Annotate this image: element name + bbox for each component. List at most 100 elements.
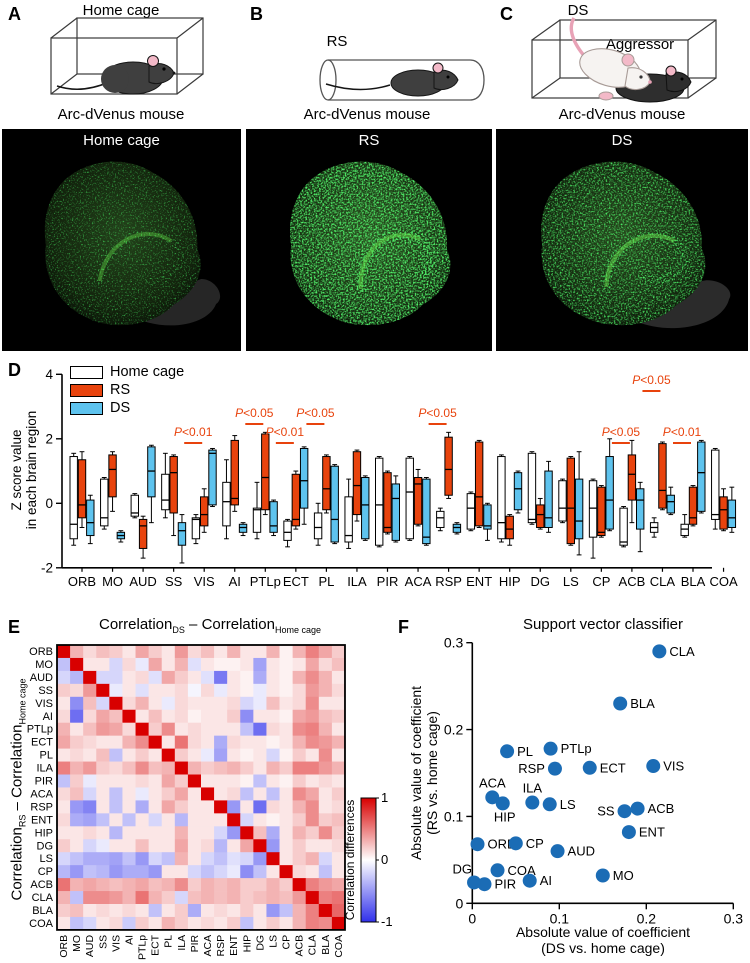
heatmap-cell <box>148 645 163 659</box>
heatmap-cell <box>279 865 294 879</box>
heatmap-cell <box>109 787 123 801</box>
heatmap-cell <box>109 891 123 905</box>
heatmap-cell <box>318 865 333 879</box>
heatmap-row-label: MO <box>35 659 53 671</box>
heatmap-cell <box>148 683 163 698</box>
heatmap-cell <box>279 683 294 698</box>
heatmap-cell <box>70 787 84 801</box>
box-RS <box>505 515 514 540</box>
heatmap-cell <box>148 709 163 724</box>
heatmap-cell <box>253 670 267 685</box>
heatmap-cell <box>292 748 307 762</box>
heatmap-cell <box>200 800 215 814</box>
heatmap-cell <box>122 709 136 724</box>
heatmap-row-label: DG <box>37 840 54 852</box>
heatmap-col-label: RSP <box>215 935 227 957</box>
heatmap-cell <box>57 735 71 749</box>
heatmap-cell <box>305 670 320 685</box>
heatmap-cell <box>227 683 241 698</box>
heatmap-cell <box>318 761 333 775</box>
box-DS <box>697 441 706 512</box>
heatmap-cell <box>318 748 333 762</box>
heatmap-cell <box>70 670 84 685</box>
heatmap-cell <box>148 722 163 737</box>
data-point-label-DG: DG <box>453 861 473 876</box>
legend-label-home-cage: Home cage <box>110 364 185 380</box>
pvalue-annotation-PL: P<0.05 <box>296 406 335 420</box>
heatmap-cell <box>331 852 346 866</box>
panel-b-caption: Arc-dVenus mouse <box>303 106 431 123</box>
region-label: AI <box>229 574 241 589</box>
heatmap-row-label: RSP <box>30 801 53 813</box>
heatmap-cell <box>214 865 228 879</box>
heatmap-cell <box>253 916 267 931</box>
heatmap-cell <box>253 774 267 788</box>
heatmap-cell <box>214 761 228 775</box>
heatmap-cell <box>57 683 71 698</box>
heatmap-cell <box>253 787 267 801</box>
heatmap-cell <box>200 670 215 685</box>
heatmap-cell <box>161 839 176 853</box>
heatmap-cell <box>57 787 71 801</box>
heatmap-cell <box>161 904 176 918</box>
defeat-stress-illustration <box>531 17 717 103</box>
heatmap-cell <box>331 916 346 931</box>
scatter-y-axis-label: Absolute value of coefficient (RS vs. ho… <box>408 685 440 861</box>
heatmap-cell <box>292 735 307 749</box>
heatmap-cell <box>292 852 307 866</box>
heatmap-cell <box>240 657 254 672</box>
box-Home cage <box>619 507 628 546</box>
box-DS <box>605 456 614 530</box>
box-Home cage <box>558 480 567 522</box>
box-Home cage <box>69 456 78 540</box>
heatmap-cell <box>200 865 215 879</box>
heatmap-cell <box>174 787 189 801</box>
heatmap-cell <box>318 826 333 840</box>
heatmap-cell <box>57 645 71 659</box>
heatmap-cell <box>161 670 176 685</box>
box-DS <box>666 494 675 514</box>
heatmap-cell <box>200 774 215 788</box>
data-point-label-HIP: HIP <box>494 809 516 824</box>
heatmap-cell <box>57 852 71 866</box>
heatmap-cell <box>318 657 333 672</box>
heatmap-cell <box>161 916 176 931</box>
data-point-label-AUD: AUD <box>568 844 595 859</box>
heatmap-cell <box>83 761 97 775</box>
heatmap-cell <box>200 878 215 892</box>
heatmap-cell <box>161 813 176 827</box>
heatmap-cell <box>57 709 71 724</box>
heatmap-col-label: VIS <box>110 935 122 952</box>
box-Home cage <box>466 493 476 530</box>
heatmap-cell <box>122 774 136 788</box>
heatmap-cell <box>227 800 241 814</box>
brain-image-rs: RS <box>246 129 492 351</box>
data-point-AI <box>522 873 537 888</box>
box-DS <box>299 447 309 509</box>
heatmap-cell <box>266 852 280 866</box>
heatmap-cell <box>83 878 97 892</box>
panel-letter-c: C <box>500 4 513 24</box>
heatmap-cell <box>240 787 254 801</box>
pvalue-annotation-ECT: P<0.01 <box>266 425 305 439</box>
heatmap-cell <box>135 852 150 866</box>
heatmap-cell <box>109 813 123 827</box>
heatmap-cell <box>227 645 241 659</box>
heatmap-cell <box>292 709 307 724</box>
box-DS <box>513 472 523 511</box>
y-tick-label: 0 <box>45 496 53 511</box>
heatmap-cell <box>253 748 267 762</box>
data-point-RSP <box>547 761 562 776</box>
heatmap-cell <box>279 878 294 892</box>
heatmap-cell <box>279 839 294 853</box>
heatmap-cell <box>70 826 84 840</box>
box-RS <box>200 496 209 527</box>
panel-b-title: RS <box>326 33 348 50</box>
heatmap-cell <box>174 735 189 749</box>
heatmap-cell <box>174 696 189 711</box>
heatmap-cell <box>253 891 267 905</box>
heatmap-cell <box>292 645 307 659</box>
heatmap-cell <box>331 670 346 685</box>
heatmap-cell <box>200 748 215 762</box>
heatmap-cell <box>227 916 241 931</box>
